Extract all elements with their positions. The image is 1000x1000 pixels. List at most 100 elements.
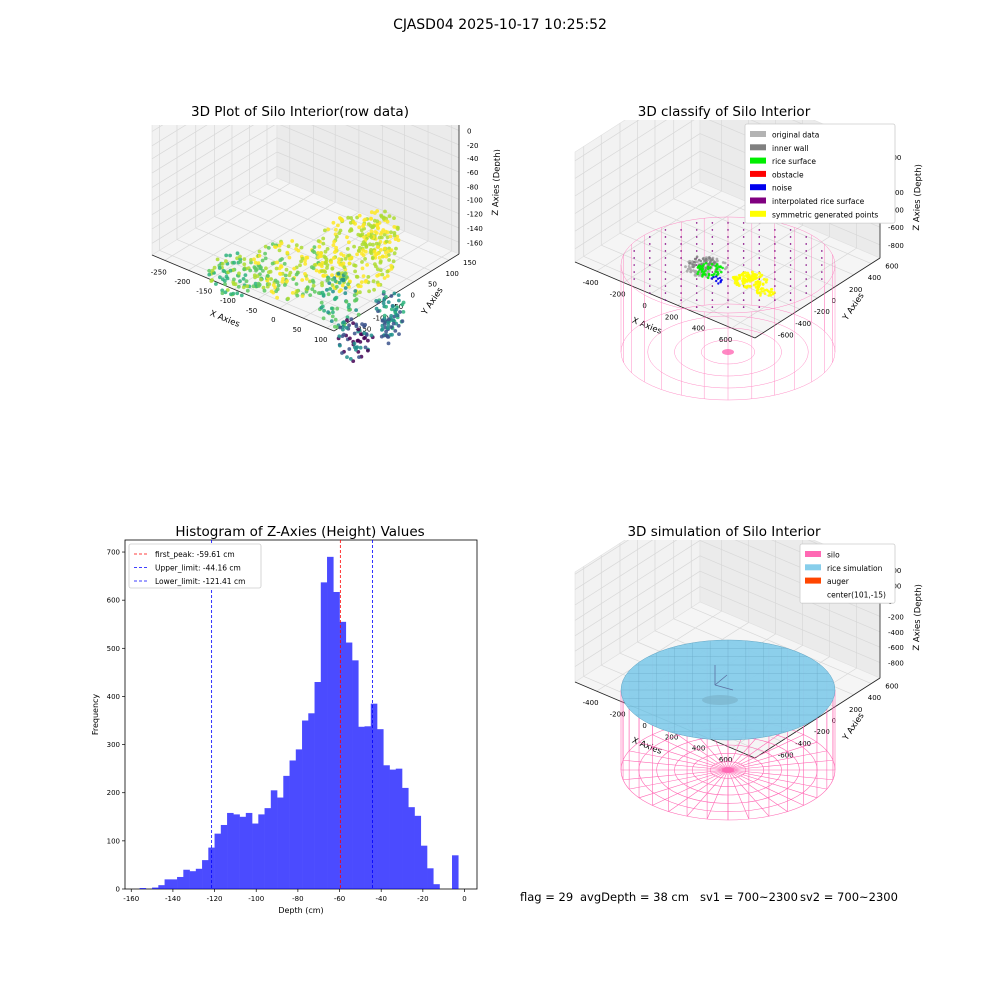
p2-interp-point: [664, 285, 667, 287]
p1-point: [361, 248, 366, 253]
p4-grid-z: [574, 570, 701, 652]
p1-point: [371, 242, 375, 247]
p1-point: [346, 215, 351, 220]
p1-point: [351, 359, 356, 363]
p1-point: [341, 324, 345, 329]
p1-point: [369, 210, 374, 215]
p2-point-rice: [720, 270, 723, 274]
p3-ytick-label: 0: [116, 886, 120, 894]
p4-zlabel: Z Axies (Depth): [912, 584, 924, 651]
p2-interp-point: [727, 264, 729, 266]
p1-point: [397, 332, 401, 336]
p1-point: [352, 293, 357, 298]
p4-silo-spoke: [727, 769, 770, 817]
p2-point-symmetric: [746, 278, 750, 282]
p1-point: [377, 242, 381, 246]
p2-ytick-6: 600: [885, 263, 898, 271]
p1-point: [321, 241, 326, 246]
p1-point: [384, 329, 388, 334]
p1-point: [249, 260, 253, 265]
p4-xtick-4: 400: [692, 745, 705, 753]
p1-ztick-4: -80: [467, 183, 478, 191]
p1-point: [349, 216, 353, 220]
p1-point: [215, 257, 220, 262]
p1-point: [368, 250, 373, 254]
p1-grid-z: [151, 125, 208, 160]
p3-bar: [395, 768, 403, 889]
p2-interp-point: [680, 271, 682, 273]
p1-point: [393, 329, 398, 333]
p1-point: [327, 281, 332, 285]
p4-grid-z: [574, 540, 678, 606]
p1-point: [295, 293, 300, 298]
p2-interp-point: [680, 264, 682, 266]
p2-point-rice: [712, 272, 716, 276]
p1-point: [375, 273, 380, 278]
p2-point-symmetric: [742, 274, 746, 278]
p1-point: [349, 255, 354, 260]
p1-point: [357, 225, 362, 230]
p2-interp-point: [727, 229, 729, 231]
p4-silo-spoke: [623, 759, 729, 771]
p2-legend-swatch-4: [750, 184, 766, 191]
p3-xlabel: Depth (cm): [278, 906, 323, 915]
p1-point: [394, 307, 399, 312]
p3-xtick-label: -140: [165, 895, 181, 903]
p1-ztick-0: 0: [467, 128, 471, 136]
p1-point: [340, 351, 344, 355]
p1-zlabel: Z Axies (Depth): [491, 149, 500, 216]
p2-xtick-0: -400: [583, 279, 599, 287]
p1-point: [225, 288, 230, 292]
p2-interp-point: [774, 229, 776, 231]
p1-point: [321, 316, 326, 321]
p2-interp-point: [680, 292, 682, 294]
panel1-title: 3D Plot of Silo Interior(row data): [191, 104, 409, 120]
p2-legend-swatch-3: [750, 170, 766, 177]
p1-point: [379, 248, 383, 252]
p2-point-symmetric: [755, 276, 759, 280]
p2-legend-label-2: rice surface: [772, 157, 816, 166]
p3-ytick-label: 200: [107, 789, 120, 797]
panel1-3d-plot: -250-200-150-100-50050100-150-100-500501…: [151, 125, 500, 363]
p4-xtick-5: 600: [719, 756, 732, 764]
p2-interp-point: [758, 306, 761, 308]
p2-point-original: [694, 269, 697, 273]
p1-point: [241, 277, 246, 281]
p1-point: [392, 291, 397, 296]
p2-legend-label-6: symmetric generated points: [772, 210, 878, 219]
p3-bar: [452, 855, 459, 889]
p1-point: [372, 249, 377, 254]
p2-interp-point: [633, 271, 635, 273]
p1-point: [369, 216, 373, 221]
p4-xtick-3: 200: [665, 733, 678, 741]
p1-ytick-4: 50: [428, 281, 437, 289]
p2-interp-point: [664, 264, 667, 266]
p1-point: [359, 280, 364, 284]
p1-point: [325, 288, 329, 292]
p3-bar: [139, 888, 147, 889]
p1-point: [382, 246, 387, 251]
p1-point: [256, 261, 261, 266]
p3-bars: [139, 556, 459, 889]
p1-point: [248, 268, 253, 273]
p2-point-original: [723, 261, 727, 265]
p1-point: [319, 254, 323, 259]
p2-interp-point: [695, 306, 698, 308]
p3-bar: [370, 703, 378, 889]
p1-point: [241, 285, 246, 290]
p1-point: [374, 252, 379, 256]
p1-point: [345, 235, 349, 240]
p2-point-rice: [701, 273, 705, 276]
p1-point: [260, 258, 265, 263]
p4-silo-spoke: [668, 769, 729, 812]
p1-point: [358, 345, 363, 350]
p1-grid-z: [311, 125, 460, 187]
p2-point-symmetric: [737, 273, 741, 277]
p2-point-rice: [704, 273, 707, 276]
p1-point: [387, 317, 391, 322]
p4-ytick-1: -400: [795, 740, 811, 748]
p1-point: [228, 253, 232, 258]
p3-bar: [352, 660, 359, 889]
p1-ztick-5: -100: [467, 196, 483, 204]
p1-point: [325, 278, 330, 283]
